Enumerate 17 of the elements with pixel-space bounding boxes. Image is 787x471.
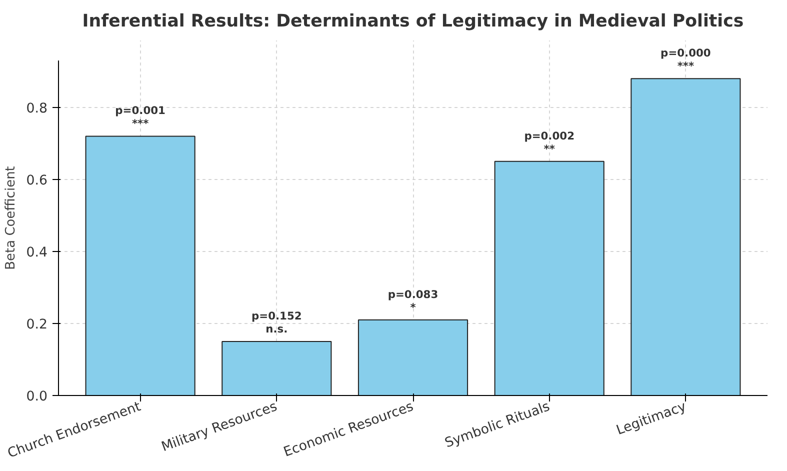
y-tick-label: 0.6 [26, 173, 48, 188]
bar [494, 160, 604, 396]
annotation: p=0.083 * [388, 288, 438, 314]
bar [222, 340, 332, 396]
chart-title: Inferential Results: Determinants of Legitimacy in Medieval Politics [82, 12, 744, 32]
bar [358, 319, 468, 396]
y-tick-label: 0.2 [26, 317, 48, 332]
annotation: p=0.002 ** [524, 129, 574, 156]
bar [630, 78, 741, 396]
annotation: p=0.000 *** [660, 46, 711, 73]
bar [85, 136, 196, 396]
y-tick-label: 0.4 [26, 245, 48, 260]
y-tick-label: 0.8 [26, 101, 48, 116]
annotation: p=0.001 *** [115, 104, 166, 130]
annotation: p=0.152 n.s. [252, 309, 302, 336]
y-tick-label: 0.0 [26, 390, 48, 404]
y-axis-title: Beta Coefficient [3, 166, 18, 270]
